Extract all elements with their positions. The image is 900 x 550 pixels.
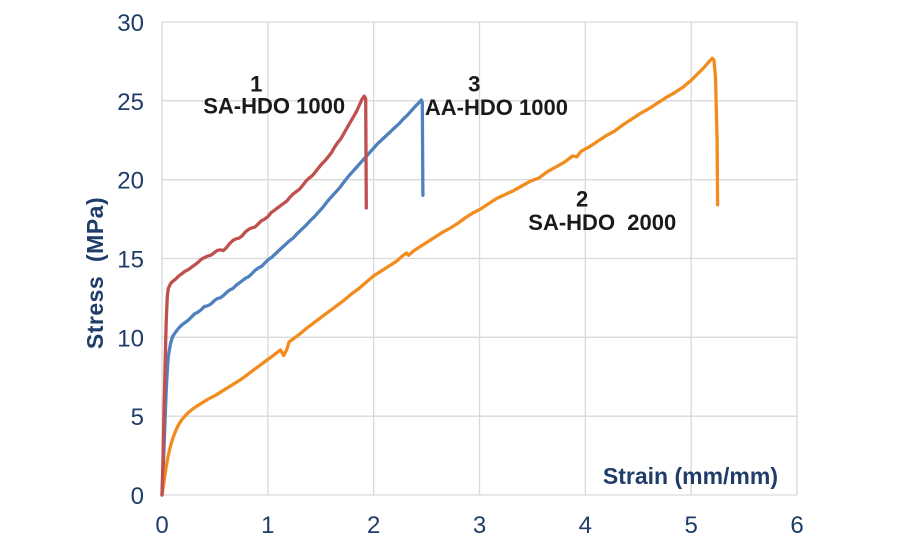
x-tick-label: 5 xyxy=(684,512,697,539)
x-tick-label: 3 xyxy=(473,512,486,539)
y-tick-label: 0 xyxy=(131,483,144,510)
y-tick-label: 5 xyxy=(131,404,144,431)
y-tick-label: 25 xyxy=(117,89,144,116)
curve-number-label: 3 xyxy=(468,71,480,96)
curve-number-label: 2 xyxy=(576,187,588,212)
y-tick-label: 30 xyxy=(117,10,144,37)
series-line-sa-hdo-1000 xyxy=(160,94,368,497)
curve-number-label: 1 xyxy=(250,71,262,96)
y-axis-title: Stress (MPa) xyxy=(82,196,108,350)
x-tick-label: 2 xyxy=(367,512,380,539)
y-tick-label: 15 xyxy=(117,247,144,274)
x-axis-title: Strain (mm/mm) xyxy=(602,463,778,489)
x-tick-label: 0 xyxy=(155,512,168,539)
curve-name-label: SA-HDO 2000 xyxy=(528,210,676,235)
curve-name-label: AA-HDO 1000 xyxy=(425,95,568,120)
x-tick-label: 1 xyxy=(261,512,274,539)
x-tick-label: 6 xyxy=(790,512,803,539)
y-tick-label: 20 xyxy=(117,168,144,195)
curve-name-label: SA-HDO 1000 xyxy=(203,94,345,119)
x-tick-label: 4 xyxy=(579,512,592,539)
series-line-sa-hdo-2000 xyxy=(160,56,720,497)
series-line-aa-hdo-1000 xyxy=(160,98,425,497)
y-tick-label: 10 xyxy=(117,325,144,352)
